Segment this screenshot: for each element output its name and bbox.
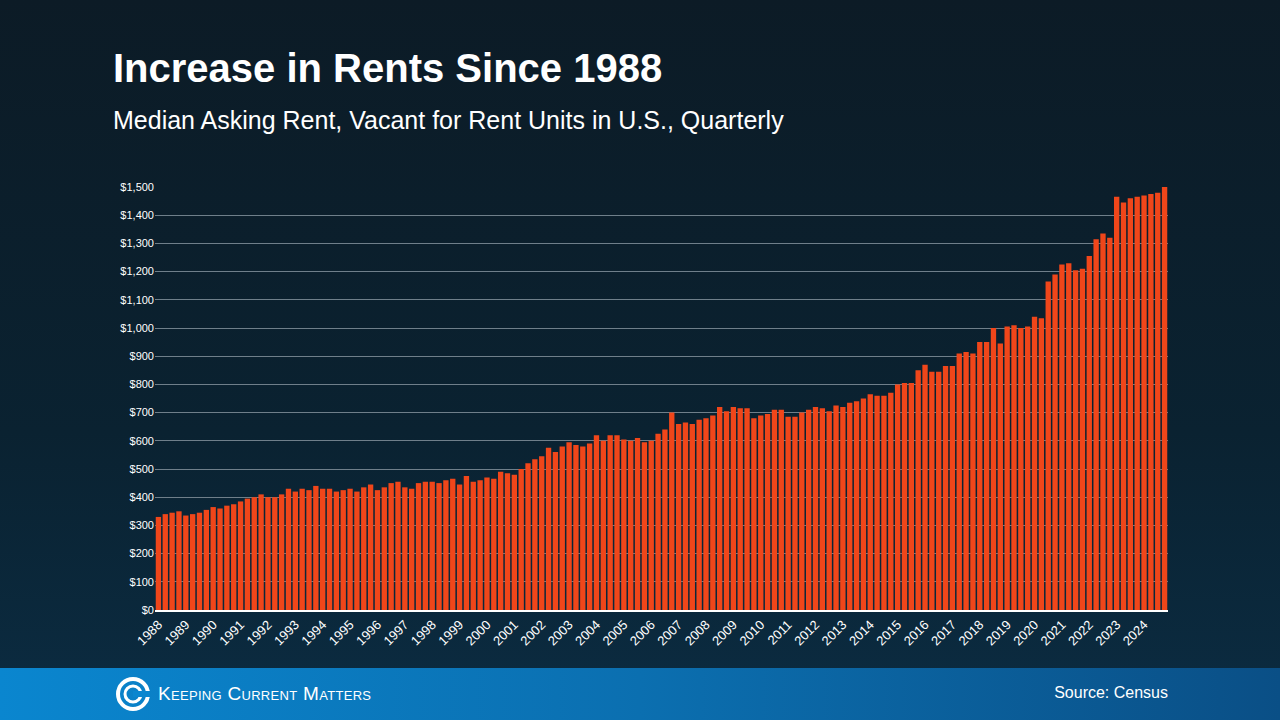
html-text:Median Asking Rent, Vacant for: Median Asking Rent, Vacant for Rent Unit…: [113, 106, 784, 134]
svg-text:1994: 1994: [298, 617, 329, 648]
svg-text:$300: $300: [130, 519, 154, 531]
svg-text:$900: $900: [130, 350, 154, 362]
svg-text:$0: $0: [142, 604, 154, 616]
html-text:Increase in Rents Since 1988: Increase in Rents Since 1988: [113, 46, 663, 90]
svg-text:2008: 2008: [682, 617, 713, 648]
html-text:Source: Census: Source: Census: [1054, 684, 1168, 701]
svg-text:2011: 2011: [764, 617, 794, 647]
svg-text:2010: 2010: [736, 617, 767, 648]
svg-text:2014: 2014: [846, 617, 877, 648]
svg-text:2003: 2003: [545, 617, 576, 648]
svg-text:$500: $500: [130, 463, 154, 475]
svg-text:1999: 1999: [435, 617, 466, 648]
svg-text:$1,400: $1,400: [120, 209, 154, 221]
svg-text:2015: 2015: [873, 617, 904, 648]
svg-text:1988: 1988: [134, 617, 165, 648]
svg-text:2024: 2024: [1120, 617, 1151, 648]
svg-text:2012: 2012: [791, 617, 822, 648]
svg-text:2016: 2016: [901, 617, 932, 648]
svg-text:2005: 2005: [600, 617, 631, 648]
svg-text:2006: 2006: [627, 617, 658, 648]
svg-text:1989: 1989: [161, 617, 192, 648]
svg-text:2000: 2000: [463, 617, 494, 648]
svg-text:1996: 1996: [353, 617, 384, 648]
svg-text:2004: 2004: [572, 617, 603, 648]
svg-text:2001: 2001: [490, 617, 521, 648]
svg-text:2021: 2021: [1038, 617, 1069, 648]
svg-text:$1,300: $1,300: [120, 237, 154, 249]
svg-text:2018: 2018: [955, 617, 986, 648]
svg-text:2017: 2017: [928, 617, 959, 648]
svg-text:2013: 2013: [819, 617, 850, 648]
svg-text:1990: 1990: [189, 617, 220, 648]
svg-text:2007: 2007: [654, 617, 685, 648]
svg-text:$200: $200: [130, 547, 154, 559]
svg-text:$600: $600: [130, 435, 154, 447]
svg-text:2019: 2019: [983, 617, 1014, 648]
svg-text:$1,500: $1,500: [120, 181, 154, 193]
svg-text:1991: 1991: [216, 617, 247, 648]
svg-text:1993: 1993: [271, 617, 302, 648]
svg-text:1995: 1995: [326, 617, 357, 648]
svg-text:$800: $800: [130, 378, 154, 390]
svg-text:1998: 1998: [408, 617, 439, 648]
svg-text:2009: 2009: [709, 617, 740, 648]
svg-text:$1,100: $1,100: [120, 294, 154, 306]
svg-text:$400: $400: [130, 491, 154, 503]
svg-text:$1,200: $1,200: [120, 265, 154, 277]
svg-text:2002: 2002: [517, 617, 548, 648]
svg-text:$1,000: $1,000: [120, 322, 154, 334]
svg-text:1997: 1997: [380, 617, 411, 648]
svg-text:2022: 2022: [1065, 617, 1096, 648]
svg-text:$100: $100: [130, 576, 154, 588]
svg-text:$700: $700: [130, 406, 154, 418]
svg-text:1992: 1992: [244, 617, 275, 648]
svg-text:2023: 2023: [1092, 617, 1123, 648]
svg-text:2020: 2020: [1010, 617, 1041, 648]
html-text:Keeping Current Matters: Keeping Current Matters: [158, 683, 372, 704]
